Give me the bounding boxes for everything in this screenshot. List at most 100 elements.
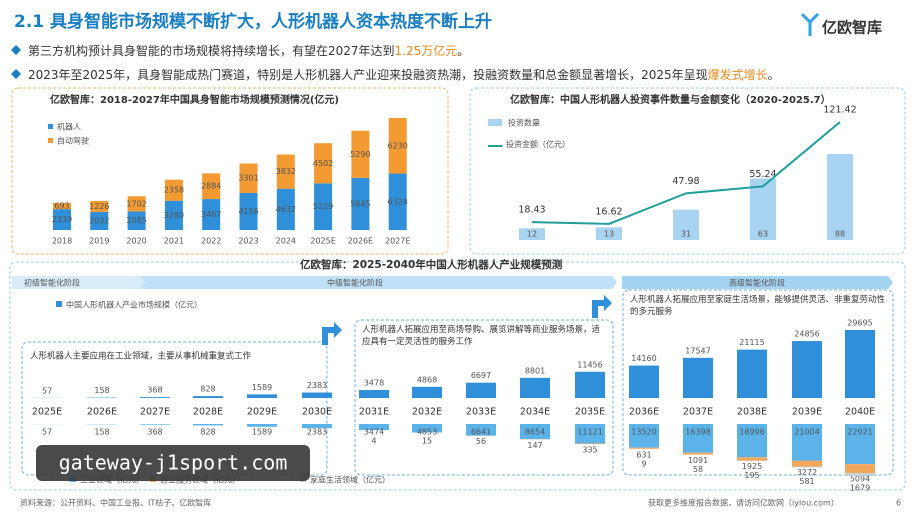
- x-tick-label: 2024: [276, 237, 296, 246]
- legend-swatch: [488, 119, 502, 126]
- data-label: 581: [799, 477, 814, 486]
- legend-label-box: 投资金额（亿元）: [506, 140, 566, 149]
- bar: [845, 330, 875, 398]
- x-tick-label: 2034E: [520, 407, 550, 418]
- data-label: 1589: [252, 428, 272, 437]
- bullet: 2023年至2025年，具身智能成热门赛道，特别是人形机器人产业迎来投融资热潮，…: [28, 67, 780, 82]
- phase-label: 初级智能化阶段: [24, 278, 80, 288]
- bar-segment: [351, 130, 370, 178]
- x-tick-label: 2039E: [792, 407, 822, 418]
- bar-segment: [127, 211, 146, 230]
- x-tick-label: 2020: [126, 237, 146, 246]
- x-tick-label: 2025E: [310, 237, 335, 246]
- x-tick-label: 2018: [52, 237, 72, 246]
- legend-label: 投资数量: [508, 118, 540, 128]
- data-label: 2085: [126, 216, 146, 225]
- phase-band: [140, 276, 617, 289]
- data-label: 29695: [847, 319, 872, 328]
- x-tick-label: 2031E: [359, 407, 389, 418]
- bullet-icon: [11, 45, 21, 55]
- legend-label: 家庭生活领域（亿元）: [310, 475, 390, 485]
- line: [531, 121, 841, 225]
- bar-segment: [53, 209, 71, 230]
- data-label: 22921: [847, 428, 872, 437]
- data-label: 4156: [238, 207, 258, 216]
- phase-label: 中级智能化阶段: [327, 278, 383, 288]
- x-tick-label: 2029E: [247, 407, 277, 418]
- bar-segment: [140, 424, 170, 425]
- phase-band: [622, 276, 893, 289]
- panel: [354, 319, 614, 476]
- data-label: 3832: [276, 167, 296, 176]
- x-tick-label: 2023: [238, 237, 258, 246]
- data-label: 6230: [388, 141, 408, 150]
- data-label: 1091: [688, 456, 708, 465]
- chart-title: 亿欧智库：2018-2027年中国具身智能市场规模预测情况(亿元): [50, 93, 339, 106]
- bar-segment: [683, 424, 713, 453]
- bullet-text: 。: [457, 44, 469, 58]
- bar-segment: [193, 424, 223, 426]
- data-label: 4: [371, 437, 376, 446]
- data-label: 5290: [350, 150, 370, 159]
- data-label: 31: [681, 230, 691, 239]
- bullet-icon: [11, 69, 21, 79]
- logo: 亿欧智库: [800, 12, 882, 37]
- data-label: 13520: [631, 428, 656, 437]
- bar-segment: [520, 424, 550, 440]
- bar-segment: [575, 443, 605, 445]
- bar-segment: [164, 200, 183, 230]
- data-label: 5094: [850, 475, 870, 484]
- data-label: 368: [147, 386, 162, 395]
- bullet-text: 2023年至2025年，具身智能成热门赛道，特别是人形机器人产业迎来投融资热潮，…: [28, 67, 708, 82]
- data-label: 158: [94, 428, 109, 437]
- data-label: 2339: [52, 215, 72, 224]
- panel: [21, 341, 328, 476]
- data-label: 335: [582, 446, 597, 455]
- chart-title: 亿欧智库：中国人形机器人投资事件数量与金额变化（2020-2025.7）: [510, 93, 831, 106]
- data-label: 56: [476, 437, 486, 446]
- bar: [247, 394, 277, 398]
- arrow: [592, 295, 612, 318]
- watermark-box: [36, 445, 310, 481]
- bar-segment: [247, 424, 277, 427]
- x-tick-label: 2037E: [683, 407, 713, 418]
- data-label: 3272: [797, 468, 817, 477]
- data-label: 3467: [201, 210, 221, 219]
- logo-icon: [800, 12, 820, 36]
- data-label: 4853: [417, 428, 437, 437]
- annotation-box: 人形机器人拓展应用至家庭生活场景，能够提供灵活、非重复劳动性的多元服务: [630, 295, 885, 317]
- bar-segment: [164, 179, 183, 201]
- bar-segment: [90, 200, 109, 212]
- annotation: 人形机器人拓展应用至商场导购、展览讲解等商业服务场景，适应具有一定灵活性的服务工…: [362, 325, 601, 347]
- x-tick-label: 2025E: [32, 407, 62, 418]
- data-label: 47.98: [672, 176, 699, 187]
- x-tick-label: 2027E: [385, 237, 410, 246]
- data-label: 1679: [850, 484, 870, 493]
- data-label: 158: [94, 386, 109, 395]
- data-label: 2383: [307, 381, 327, 390]
- data-label: 147: [527, 441, 542, 450]
- data-label: 4632: [276, 205, 296, 214]
- legend-swatch: [56, 301, 62, 307]
- data-label: 3474: [364, 428, 384, 437]
- legend-swatch: [48, 138, 53, 143]
- legend-swatch: [48, 124, 53, 129]
- data-label: 2383: [307, 428, 327, 437]
- data-label: 828: [200, 385, 215, 394]
- legend-label: 自动驾驶: [57, 136, 89, 146]
- bar-segment: [351, 177, 370, 230]
- bar-segment: [388, 173, 407, 230]
- data-label: 2032: [89, 216, 109, 225]
- bar: [683, 357, 713, 398]
- data-label: 8654: [525, 428, 545, 437]
- bullet-highlight: 1.25万亿元: [395, 43, 458, 58]
- data-label: 16398: [685, 428, 710, 437]
- phase-label: 高级智能化阶段: [729, 278, 785, 288]
- data-label: 9: [641, 459, 646, 468]
- bar-segment: [239, 163, 258, 193]
- data-label: 5229: [313, 202, 333, 211]
- bar-segment: [845, 424, 875, 465]
- x-tick-label: 2019: [89, 237, 109, 246]
- x-tick-label: 2028E: [193, 407, 223, 418]
- bar: [412, 386, 442, 398]
